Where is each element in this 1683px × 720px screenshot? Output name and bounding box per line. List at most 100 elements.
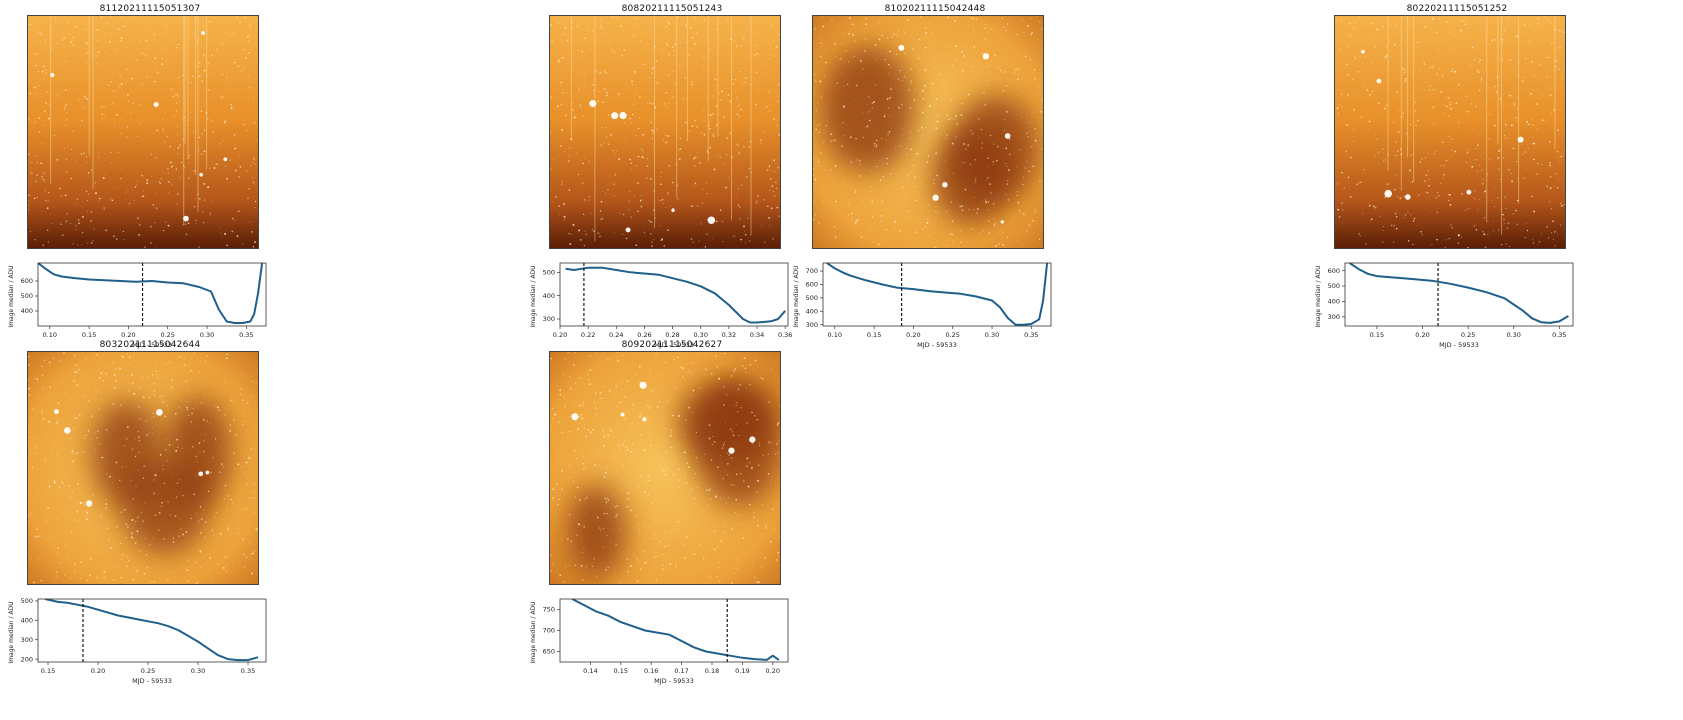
y-tick-label: 300 — [21, 636, 33, 644]
median-plot: 0.20 0.22 0.24 0.26 0.28 0.30 0.32 0.34 0.36 300 4… — [522, 262, 822, 352]
y-tick-label: 500 — [806, 294, 818, 302]
x-axis-label: MJD - 59533 — [132, 677, 172, 685]
y-tick-label: 500 — [21, 598, 33, 605]
y-tick-label: 500 — [543, 269, 555, 277]
y-tick-label: 300 — [806, 321, 818, 329]
y-tick-label: 400 — [21, 307, 33, 315]
y-tick-label: 650 — [543, 648, 555, 656]
x-axis-label: MJD - 59533 — [132, 341, 172, 349]
y-tick-label: 700 — [806, 267, 818, 275]
plot-frame — [559, 262, 789, 327]
plot-frame — [559, 598, 789, 663]
x-tick-label: 0.30 — [985, 331, 999, 339]
x-tick-label: 0.25 — [945, 331, 959, 339]
x-tick-label: 0.25 — [1461, 331, 1475, 339]
y-axis-label: Image median / ADU — [530, 265, 537, 327]
x-axis-label: MJD - 59533 — [1439, 341, 1479, 349]
median-plot: 0.15 0.20 0.25 0.30 0.35 200 300 400 500 MJD - 59… — [0, 597, 300, 688]
series-line — [565, 266, 786, 324]
panel-0: 81120211115051307 0.10 0.15 0.20 0.25 0.30 0.… — [0, 4, 300, 349]
x-tick-label: 0.30 — [200, 331, 214, 339]
x-tick-label: 0.14 — [583, 667, 597, 675]
x-axis-label: MJD - 59533 — [917, 341, 957, 349]
panel-5: 80920211115042627 0.14 0.15 0.16 0.17 0.18 0.… — [522, 340, 822, 685]
series-line — [38, 263, 264, 324]
x-tick-label: 0.32 — [722, 331, 736, 339]
x-tick-label: 0.19 — [735, 667, 749, 675]
star-field-image — [549, 15, 781, 249]
y-tick-label: 400 — [806, 307, 818, 315]
x-tick-label: 0.25 — [141, 667, 155, 675]
x-tick-label: 0.28 — [665, 331, 679, 339]
x-tick-label: 0.35 — [241, 667, 255, 675]
median-plot: 0.10 0.15 0.20 0.25 0.30 0.35 300 400 500 600 700 M… — [785, 262, 1085, 352]
plot-frame — [822, 262, 1052, 327]
star-field-image — [27, 15, 259, 249]
y-tick-label: 750 — [543, 606, 555, 614]
y-tick-label: 500 — [1328, 282, 1340, 290]
x-tick-label: 0.15 — [41, 667, 55, 675]
series-line — [571, 599, 780, 661]
y-tick-label: 600 — [1328, 267, 1340, 275]
y-tick-label: 400 — [543, 292, 555, 300]
median-plot: 0.15 0.20 0.25 0.30 0.35 300 400 500 600 MJD - 59… — [1307, 262, 1607, 352]
x-tick-label: 0.20 — [91, 667, 105, 675]
panel-2: 81020211115042448 0.10 0.15 0.20 0.25 0.30 0.… — [785, 4, 1085, 349]
x-axis-label: MJD - 59533 — [654, 677, 694, 685]
median-plot: 0.14 0.15 0.16 0.17 0.18 0.19 0.20 650 700 750 MJD… — [522, 598, 822, 688]
x-tick-label: 0.10 — [43, 331, 57, 339]
y-tick-label: 700 — [543, 627, 555, 635]
y-tick-label: 600 — [21, 277, 33, 285]
x-tick-label: 0.15 — [867, 331, 881, 339]
plot-frame — [37, 262, 267, 327]
panel-1: 80820211115051243 0.20 0.22 0.24 0.26 0.28 0.… — [522, 4, 822, 349]
plot-frame — [1344, 262, 1574, 327]
series-line — [44, 599, 259, 662]
x-tick-label: 0.10 — [828, 331, 842, 339]
y-tick-label: 300 — [1328, 313, 1340, 321]
x-tick-label: 0.15 — [82, 331, 96, 339]
x-tick-label: 0.22 — [581, 331, 595, 339]
x-tick-label: 0.35 — [1552, 331, 1566, 339]
x-tick-label: 0.20 — [553, 331, 567, 339]
x-tick-label: 0.18 — [705, 667, 719, 675]
y-tick-label: 400 — [1328, 298, 1340, 306]
x-tick-label: 0.35 — [239, 331, 253, 339]
x-tick-label: 0.20 — [121, 331, 135, 339]
x-axis-label: MJD - 59533 — [654, 341, 694, 349]
x-tick-label: 0.34 — [750, 331, 764, 339]
panel-title: 81020211115042448 — [884, 4, 986, 14]
x-tick-label: 0.15 — [614, 667, 628, 675]
plot-frame — [37, 598, 267, 663]
x-tick-label: 0.20 — [1415, 331, 1429, 339]
series-line — [826, 263, 1049, 326]
y-tick-label: 500 — [21, 292, 33, 300]
y-tick-label: 600 — [806, 281, 818, 289]
panel-3: 80220211115051252 0.15 0.20 0.25 0.30 0.35 30… — [1307, 4, 1607, 349]
median-plot: 0.10 0.15 0.20 0.25 0.30 0.35 400 500 600 MJD - 5… — [0, 262, 300, 352]
star-field-image — [812, 15, 1044, 249]
x-tick-label: 0.20 — [766, 667, 780, 675]
x-tick-label: 0.26 — [637, 331, 651, 339]
x-tick-label: 0.35 — [1024, 331, 1038, 339]
y-axis-label: Image median / ADU — [530, 601, 537, 663]
star-field-image — [549, 351, 781, 585]
x-tick-label: 0.15 — [1370, 331, 1384, 339]
star-field-image — [1334, 15, 1566, 249]
y-axis-label: Image median / ADU — [8, 265, 15, 327]
x-tick-label: 0.30 — [1506, 331, 1520, 339]
panel-title: 80820211115051243 — [621, 4, 723, 14]
y-axis-label: Image median / ADU — [1315, 265, 1322, 327]
x-tick-label: 0.36 — [778, 331, 792, 339]
x-tick-label: 0.20 — [906, 331, 920, 339]
x-tick-label: 0.30 — [693, 331, 707, 339]
panel-title: 80320211115042644 — [99, 340, 201, 350]
panel-title: 80920211115042627 — [621, 340, 723, 350]
x-tick-label: 0.16 — [644, 667, 658, 675]
x-tick-label: 0.30 — [191, 667, 205, 675]
x-tick-label: 0.25 — [160, 331, 174, 339]
y-tick-label: 300 — [543, 315, 555, 323]
y-tick-label: 400 — [21, 617, 33, 625]
star-field-image — [27, 351, 259, 585]
panel-4: 80320211115042644 0.15 0.20 0.25 0.30 0.35 20… — [0, 340, 300, 685]
